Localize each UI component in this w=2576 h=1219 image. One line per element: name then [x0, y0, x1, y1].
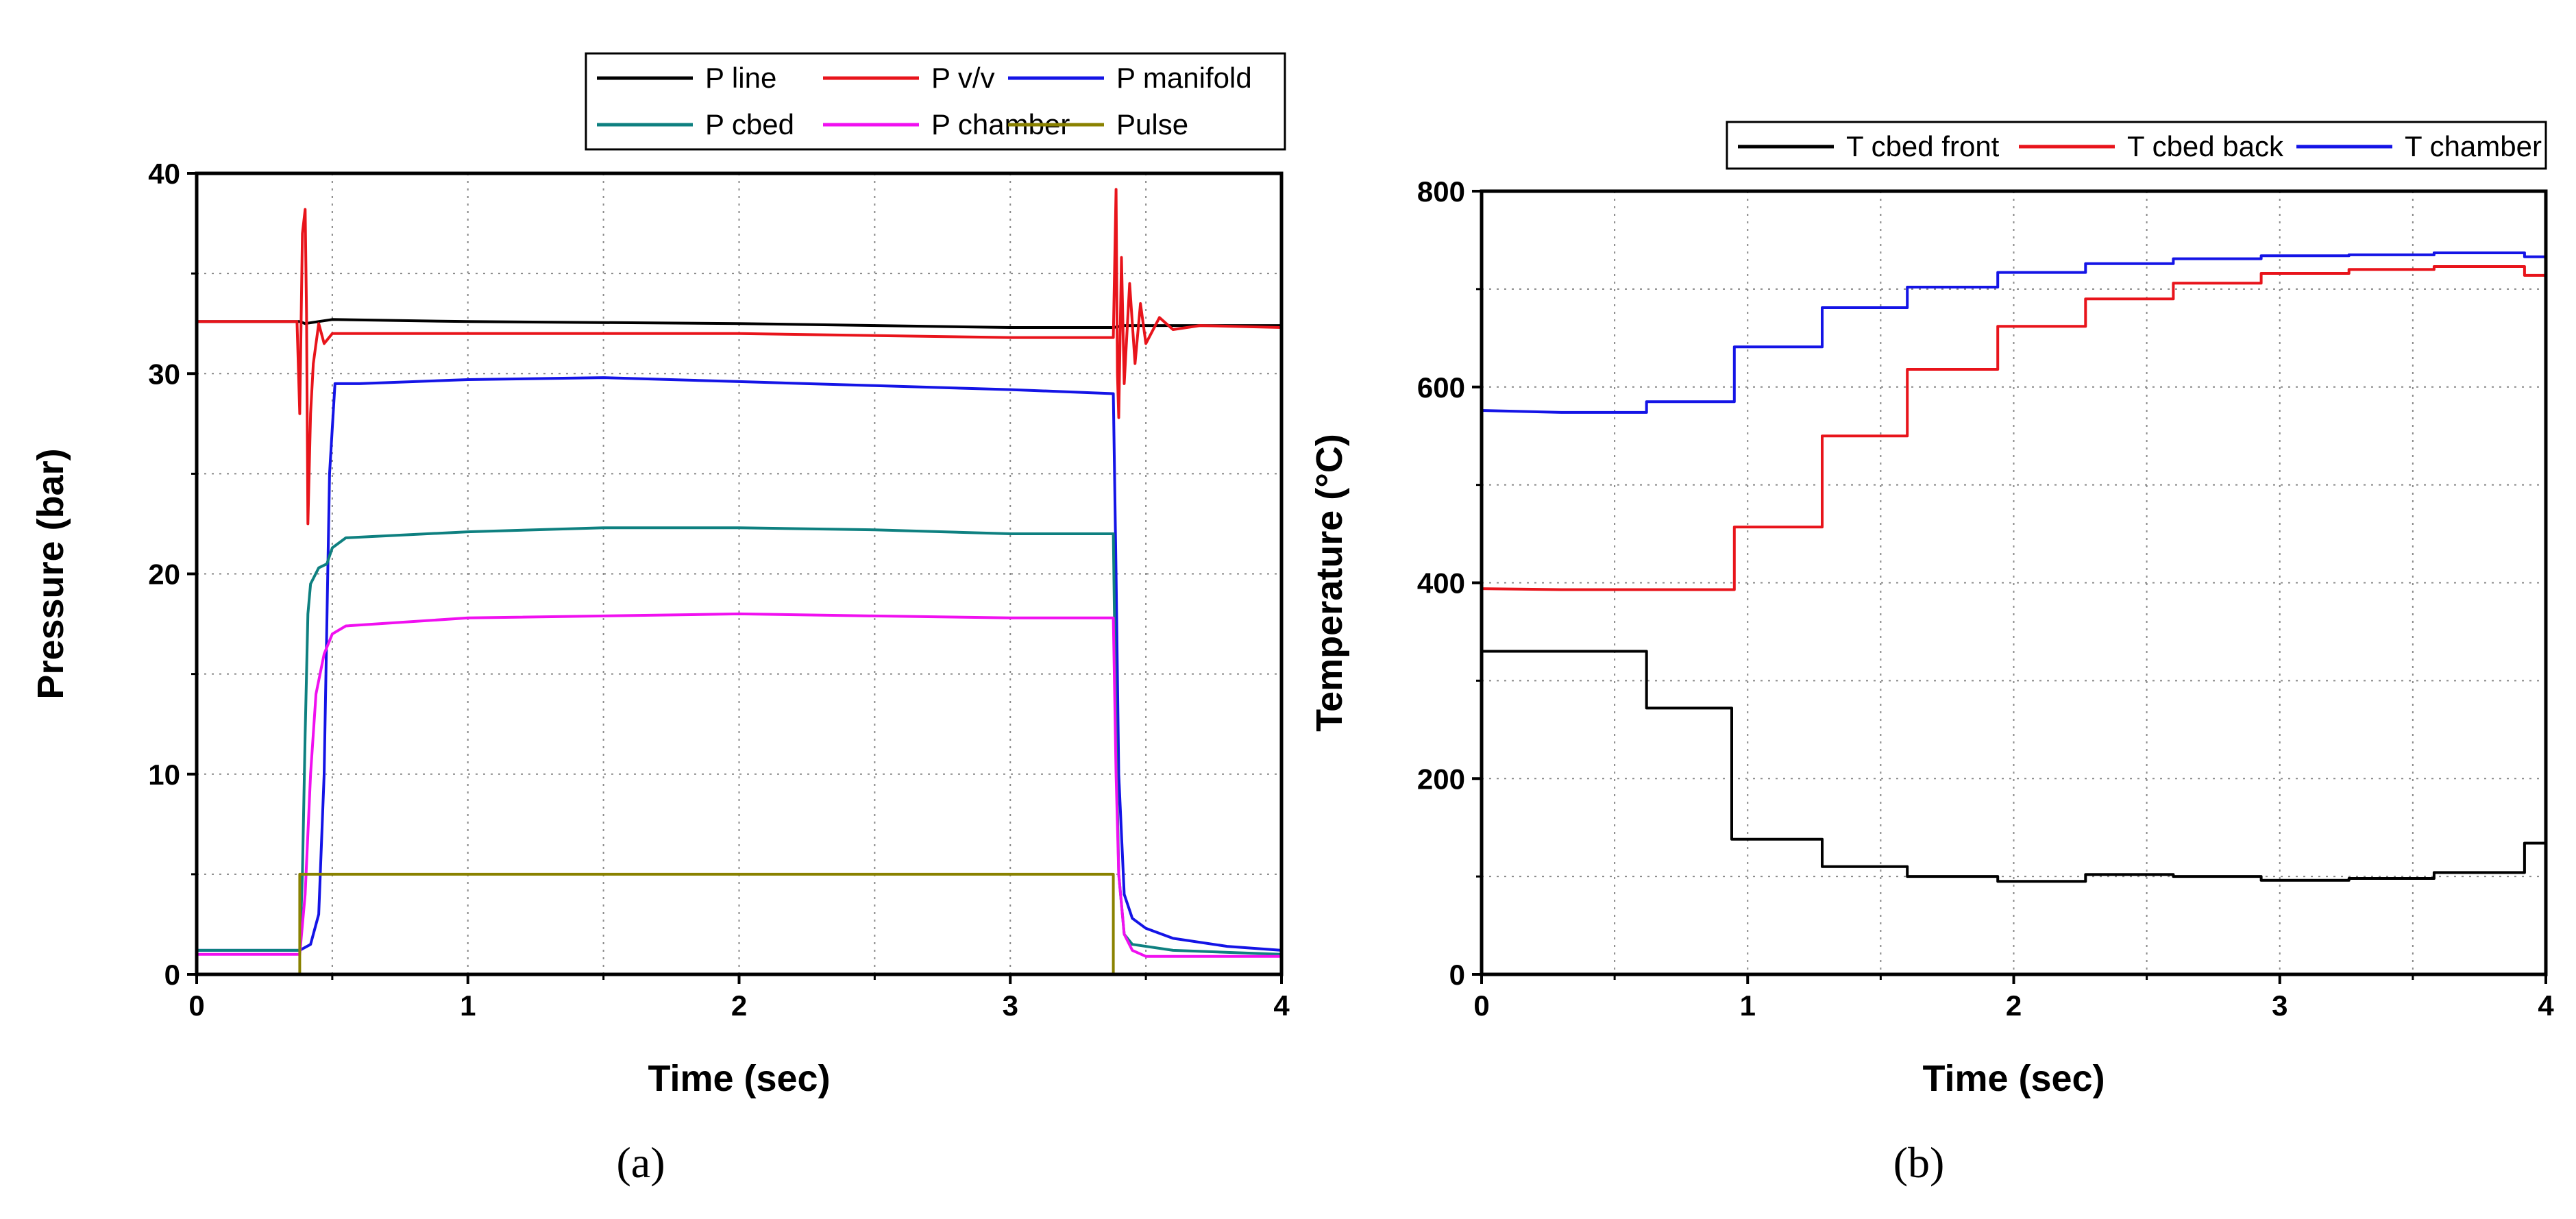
x-tick-label: 1 [1740, 989, 1756, 1022]
panel-a-series [197, 188, 1282, 976]
x-tick-label: 4 [2538, 989, 2554, 1022]
panel-b-ticks: 0 1 2 3 4 0 200 400 600 800 [1417, 175, 2554, 1022]
panel-b-gridlines [1482, 191, 2546, 974]
y-tick-label: 10 [148, 759, 180, 791]
panel-a-gridlines [197, 173, 1281, 974]
legend-label-t-chamber: T chamber [2405, 130, 2542, 162]
series-line-t-cbed-front [1482, 650, 2546, 883]
panel-b-x-axis-label: Time (sec) [1922, 1058, 2105, 1099]
x-tick-label: 0 [188, 989, 204, 1022]
y-tick-label: 0 [164, 959, 180, 991]
x-tick-label: 3 [2272, 989, 2287, 1022]
y-tick-label: 400 [1417, 567, 1465, 600]
series-line-p-chamber [197, 612, 1281, 958]
series-line-p-manifold [197, 376, 1282, 952]
panel-b-caption: (b) [1893, 1138, 1945, 1187]
x-tick-label: 2 [731, 989, 747, 1022]
y-tick-label: 200 [1417, 763, 1465, 795]
panel-b-legend: T cbed front T cbed back T chamber [1726, 121, 2547, 170]
y-tick-label: 800 [1417, 175, 1465, 208]
panel-a-y-axis-label: Pressure (bar) [30, 448, 71, 699]
legend-label-t-cbed-back: T cbed back [2127, 130, 2284, 162]
legend-label-p-manifold: P manifold [1116, 62, 1252, 94]
y-tick-label: 40 [148, 158, 180, 190]
series-line-t-chamber [1481, 251, 2546, 414]
panel-b-y-axis-label: Temperature (°C) [1309, 434, 1350, 732]
x-tick-label: 1 [460, 989, 476, 1022]
legend-label-t-cbed-front: T cbed front [1846, 130, 2000, 162]
series-line-p-v-v [197, 188, 1282, 526]
legend-label-p-line: P line [705, 62, 776, 94]
x-tick-label: 4 [1273, 989, 1290, 1022]
x-tick-label: 2 [2006, 989, 2022, 1022]
x-tick-label: 0 [1473, 989, 1489, 1022]
legend-label-p-v-v: P v/v [931, 62, 995, 94]
y-tick-label: 20 [148, 558, 180, 591]
series-line-p-line [197, 318, 1281, 329]
x-tick-label: 3 [1003, 989, 1018, 1022]
y-tick-label: 0 [1449, 959, 1465, 991]
panel-a-x-axis-label: Time (sec) [648, 1058, 830, 1099]
legend-label-pulse: Pulse [1116, 108, 1188, 140]
panel-b-series [1481, 251, 2546, 883]
y-tick-label: 600 [1417, 371, 1465, 404]
series-line-t-cbed-back [1481, 265, 2546, 591]
legend-label-p-cbed: P cbed [705, 108, 794, 140]
legend-box [585, 52, 1286, 151]
y-tick-label: 30 [148, 358, 180, 390]
legend-box [1726, 121, 2547, 170]
panel-b-temperature-chart: 0 1 2 3 4 0 200 400 600 800 Time (sec) Temperatur… [1309, 121, 2554, 1187]
panel-a-caption: (a) [616, 1138, 665, 1187]
